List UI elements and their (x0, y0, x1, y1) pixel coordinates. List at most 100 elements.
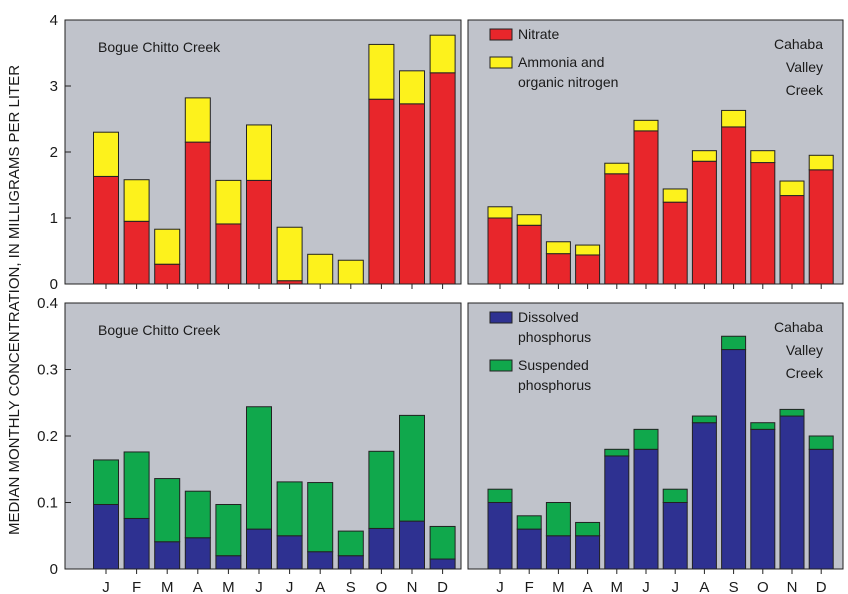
bar-suspended (604, 448, 630, 457)
legend-swatch (489, 56, 513, 69)
panel-bottom-left: 0 0.1 0.2 0.3 0.4 J F M A M J J A S O N D Bogue Chitto Cr… (37, 295, 462, 594)
y-tick-label: 0 (50, 561, 58, 578)
bar-ammonia (604, 162, 630, 175)
x-tick-label: D (437, 579, 448, 594)
x-tick-label: J (286, 579, 294, 594)
bar-suspended (215, 503, 242, 557)
bar-ammonia (154, 228, 181, 265)
bar-suspended (750, 422, 776, 430)
legend-label: organic nitrogen (518, 74, 618, 90)
x-tick-label: N (407, 579, 418, 594)
x-tick-label: O (757, 579, 769, 594)
bar-suspended (487, 488, 513, 504)
bar-ammonia (184, 97, 211, 143)
bar-nitrate (368, 98, 395, 285)
bar-nitrate (93, 175, 119, 285)
y-tick-label: 0.2 (37, 428, 58, 445)
site-label-line: Cahaba (774, 36, 823, 52)
bar-suspended (307, 482, 334, 553)
chart-panels: 0 1 2 3 4 Bogue Chitto Creek Cahaba Valley Creek… (37, 12, 844, 594)
bar-nitrate (575, 254, 601, 285)
bar-nitrate (429, 72, 456, 285)
panel-bottom-right: J F M A M J J A S O N D Cahaba Valley Creek Dissolved ph… (467, 302, 844, 594)
bar-dissolved (662, 502, 688, 570)
x-tick-label: F (132, 579, 141, 594)
bar-ammonia (779, 180, 805, 197)
y-tick-label: 2 (50, 144, 58, 161)
y-tick-label: 0.4 (37, 295, 58, 312)
y-tick-label: 3 (50, 78, 58, 95)
bar-suspended (123, 451, 150, 519)
bar-suspended (721, 335, 747, 351)
y-tick-label: 0.3 (37, 362, 58, 379)
bar-ammonia (808, 154, 834, 171)
bar-nitrate (399, 103, 425, 285)
bar-suspended (276, 481, 303, 537)
bar-dissolved (93, 503, 119, 570)
bar-ammonia (662, 188, 688, 203)
bar-nitrate (604, 173, 630, 285)
bar-nitrate (123, 220, 150, 285)
x-tick-label: A (315, 579, 325, 594)
y-axis-label: MEDIAN MONTHLY CONCENTRATION, IN MILLIGR… (6, 65, 23, 535)
bar-nitrate (545, 253, 571, 285)
site-label: Bogue Chitto Creek (98, 322, 221, 338)
bar-suspended (184, 490, 211, 539)
bar-nitrate (633, 130, 659, 285)
bar-nitrate (808, 169, 834, 285)
site-label-line: Creek (786, 82, 824, 98)
bar-suspended (246, 406, 272, 530)
bar-dissolved (368, 527, 395, 570)
bar-ammonia (276, 226, 303, 282)
bar-suspended (399, 414, 425, 522)
site-label-line: Valley (786, 59, 823, 75)
bar-ammonia (575, 244, 601, 256)
bar-suspended (429, 525, 456, 560)
bar-nitrate (721, 126, 747, 285)
bar-suspended (545, 502, 571, 537)
bar-ammonia (123, 179, 150, 222)
x-tick-label: M (222, 579, 235, 594)
y-tick-label: 0 (50, 276, 58, 293)
bar-nitrate (516, 224, 542, 285)
bar-dissolved (429, 558, 456, 570)
x-tick-label: N (787, 579, 798, 594)
y-tick-label: 1 (50, 210, 58, 227)
panel-top-left: 0 1 2 3 4 Bogue Chitto Creek (50, 12, 462, 293)
bar-nitrate (750, 162, 776, 285)
x-tick-label: J (255, 579, 263, 594)
bar-suspended (633, 428, 659, 450)
legend-swatch (489, 311, 513, 324)
bar-suspended (154, 478, 181, 543)
bar-dissolved (721, 349, 747, 570)
x-tick-label: J (642, 579, 650, 594)
x-tick-label: S (346, 579, 356, 594)
site-label-line: Cahaba (774, 319, 823, 335)
bar-dissolved (307, 551, 334, 570)
bar-ammonia (399, 70, 425, 105)
bar-dissolved (123, 517, 150, 570)
x-tick-label: F (525, 579, 534, 594)
bar-nitrate (779, 195, 805, 285)
x-tick-label: A (583, 579, 593, 594)
bar-ammonia (516, 214, 542, 226)
site-label-line: Valley (786, 342, 823, 358)
y-tick-label: 4 (50, 12, 58, 29)
bar-dissolved (215, 555, 242, 570)
site-label: Bogue Chitto Creek (98, 39, 221, 55)
x-tick-label: D (816, 579, 827, 594)
legend-label: Ammonia and (518, 54, 604, 70)
bar-ammonia (750, 150, 776, 164)
bar-ammonia (246, 124, 272, 181)
bar-dissolved (487, 502, 513, 570)
legend-label: Suspended (518, 357, 589, 373)
bar-suspended (808, 435, 834, 450)
bar-nitrate (246, 179, 272, 285)
bar-ammonia (93, 131, 119, 177)
legend-label: Nitrate (518, 26, 559, 42)
bar-dissolved (545, 535, 571, 570)
x-tick-label: S (729, 579, 739, 594)
bar-suspended (516, 515, 542, 530)
bar-dissolved (184, 537, 211, 570)
bar-dissolved (633, 448, 659, 570)
